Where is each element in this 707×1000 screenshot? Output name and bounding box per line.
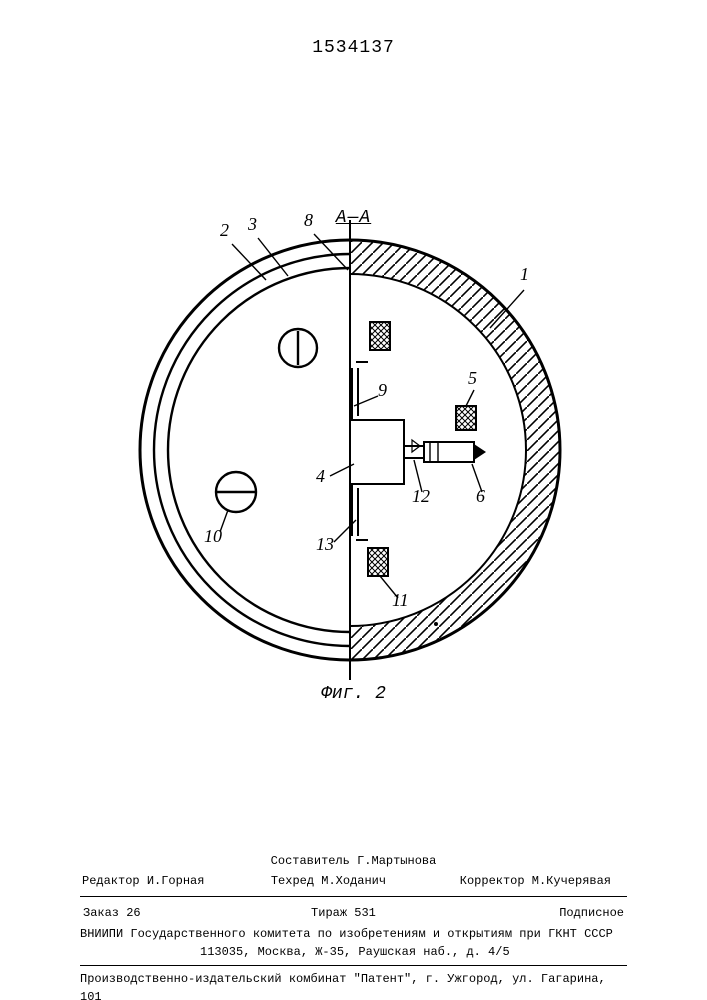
tiraj-label: Тираж bbox=[311, 906, 347, 920]
tekhred-name: М.Ходанич bbox=[321, 874, 386, 888]
callout-8: 8 bbox=[304, 210, 313, 231]
figure-2: 1 2 3 8 5 6 9 4 12 10 11 13 bbox=[120, 220, 580, 680]
callout-5: 5 bbox=[468, 368, 477, 389]
subscription: Подписное bbox=[559, 906, 624, 920]
figure-caption: Фиг. 2 bbox=[0, 684, 707, 704]
order-row: Заказ 26 Тираж 531 Подписное bbox=[80, 901, 627, 925]
tekhred-label: Техред bbox=[271, 874, 314, 888]
address-1: 113035, Москва, Ж-35, Раушская наб., д. … bbox=[80, 943, 627, 961]
credits-row: Редактор И.Горная Техред М.Ходанич Корре… bbox=[80, 870, 627, 892]
callout-2: 2 bbox=[220, 220, 229, 241]
editor-name: И.Горная bbox=[147, 874, 205, 888]
callout-13: 13 bbox=[316, 534, 334, 555]
vniipi-line: ВНИИПИ Государственного комитета по изоб… bbox=[80, 925, 627, 943]
compiler-label: Составитель bbox=[271, 854, 350, 868]
callout-1: 1 bbox=[520, 264, 529, 285]
divider-2 bbox=[80, 965, 627, 966]
corrector-label: Корректор bbox=[460, 874, 525, 888]
callout-6: 6 bbox=[476, 486, 485, 507]
address-2: Производственно-издательский комбинат "П… bbox=[80, 970, 627, 1000]
callout-9: 9 bbox=[378, 380, 387, 401]
divider-1 bbox=[80, 896, 627, 897]
callout-10: 10 bbox=[204, 526, 222, 547]
order-num: 26 bbox=[126, 906, 140, 920]
document-number: 1534137 bbox=[0, 38, 707, 58]
editor-label: Редактор bbox=[82, 874, 140, 888]
callout-3: 3 bbox=[248, 214, 257, 235]
corrector-name: М.Кучерявая bbox=[532, 874, 611, 888]
patent-page: 1534137 А—А bbox=[0, 0, 707, 1000]
tiraj-num: 531 bbox=[354, 906, 376, 920]
footer-block: Составитель Г.Мартынова Редактор И.Горна… bbox=[80, 852, 627, 1000]
callout-11: 11 bbox=[392, 590, 409, 611]
callout-12: 12 bbox=[412, 486, 430, 507]
order-label: Заказ bbox=[83, 906, 119, 920]
compiler-name: Г.Мартынова bbox=[357, 854, 436, 868]
callout-4: 4 bbox=[316, 466, 325, 487]
